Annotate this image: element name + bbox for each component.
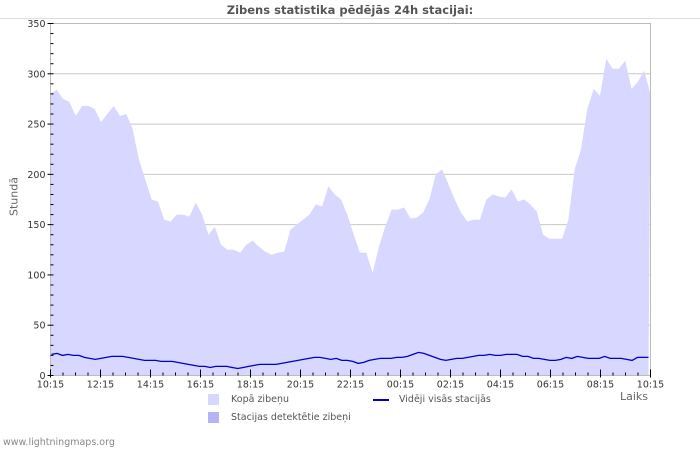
svg-text:22:15: 22:15: [337, 380, 364, 391]
legend-total-swatch: [208, 394, 219, 405]
svg-text:150: 150: [27, 220, 45, 231]
svg-text:00:15: 00:15: [387, 380, 414, 391]
x-axis-ticks: 10:15 12:15 14:15 16:15 18:15 20:15 22:15 00:15…: [37, 369, 664, 391]
svg-text:200: 200: [27, 170, 45, 181]
svg-text:50: 50: [33, 321, 45, 332]
svg-text:06:15: 06:15: [537, 380, 564, 391]
legend-total-label: Kopā zibeņu: [231, 394, 289, 405]
legend-detected-swatch: [208, 412, 219, 423]
site-credit: www.lightningmaps.org: [3, 437, 115, 448]
svg-text:12:15: 12:15: [87, 380, 114, 391]
svg-text:08:15: 08:15: [587, 380, 614, 391]
svg-text:20:15: 20:15: [287, 380, 314, 391]
chart-title: Zibens statistika pēdējās 24h stacijai:: [226, 3, 474, 17]
svg-text:10:15: 10:15: [37, 380, 64, 391]
legend-avg-line-icon: [373, 398, 389, 401]
x-axis-label: Laiks: [620, 390, 649, 403]
svg-text:04:15: 04:15: [487, 380, 514, 391]
svg-text:0: 0: [39, 371, 45, 382]
average-line: [51, 351, 649, 370]
legend-detected-label: Stacijas detektētie zibeņi: [231, 412, 351, 423]
svg-text:100: 100: [27, 270, 45, 281]
y-axis-ticks: 0 50 100 150 200 250 300 350: [27, 19, 54, 382]
svg-text:16:15: 16:15: [187, 380, 214, 391]
svg-text:350: 350: [27, 19, 45, 30]
legend-avg: Vidēji visās stacijās: [373, 394, 491, 405]
legend-avg-label: Vidēji visās stacijās: [399, 394, 491, 405]
svg-text:18:15: 18:15: [237, 380, 264, 391]
svg-text:14:15: 14:15: [137, 380, 164, 391]
svg-text:02:15: 02:15: [437, 380, 464, 391]
svg-text:250: 250: [27, 120, 45, 131]
legend-total: Kopā zibeņu: [208, 394, 289, 405]
svg-text:10:15: 10:15: [637, 380, 664, 391]
svg-text:300: 300: [27, 69, 45, 80]
total-lightning-area: [50, 58, 651, 376]
legend-detected: Stacijas detektētie zibeņi: [208, 412, 351, 423]
